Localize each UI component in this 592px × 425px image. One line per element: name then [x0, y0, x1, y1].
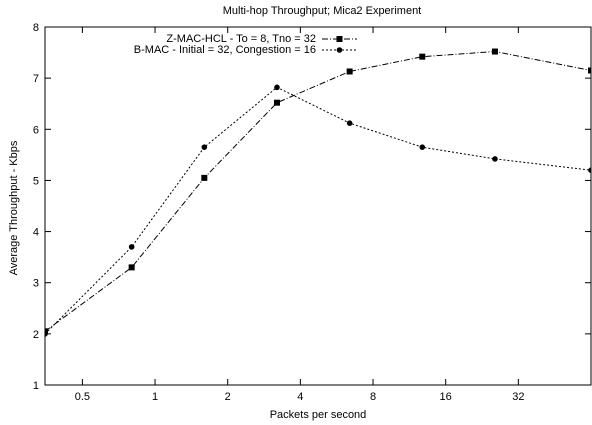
x-tick-label: 16	[440, 391, 452, 403]
x-axis: 0.5 1 2 4 8 16 32	[75, 27, 524, 403]
y-tick-label: 3	[33, 278, 39, 290]
data-point-square	[201, 174, 208, 181]
x-tick-label: 0.5	[75, 391, 90, 403]
data-point-square	[45, 328, 48, 335]
y-axis-label: Average Throughput - Kbps	[8, 140, 20, 275]
data-point-circle	[588, 167, 591, 173]
data-point-square	[346, 68, 353, 75]
data-point-circle	[201, 144, 208, 150]
legend-entry-bmac: B-MAC - Initial = 32, Congestion = 16	[134, 44, 357, 56]
data-point-square	[588, 67, 591, 74]
series-layer	[45, 48, 591, 337]
y-tick-label: 7	[33, 73, 39, 85]
y-tick-label: 8	[33, 22, 39, 34]
y-tick-label: 4	[33, 227, 39, 239]
legend: Z-MAC-HCL - To = 8, Tno = 32 B-MAC - Ini…	[134, 33, 357, 56]
legend-marker-zmac	[336, 36, 343, 42]
x-tick-label: 4	[297, 391, 303, 403]
x-tick-label: 32	[512, 391, 524, 403]
x-tick-label: 2	[225, 391, 231, 403]
plot-border	[44, 26, 592, 386]
legend-label-zmac: Z-MAC-HCL - To = 8, Tno = 32	[166, 33, 316, 45]
series-line-0	[45, 50, 591, 332]
y-axis: 1 2 3 4 5 6 7 8	[33, 22, 591, 392]
y-tick-label: 5	[33, 175, 39, 187]
legend-label-bmac: B-MAC - Initial = 32, Congestion = 16	[134, 44, 316, 56]
data-point-square	[128, 264, 135, 271]
data-point-square	[491, 48, 498, 55]
x-axis-label: Packets per second	[270, 409, 367, 421]
y-tick-label: 6	[33, 124, 39, 136]
data-point-circle	[346, 120, 353, 126]
x-tick-label: 1	[152, 391, 158, 403]
data-point-square	[419, 53, 426, 60]
legend-entry-zmac: Z-MAC-HCL - To = 8, Tno = 32	[166, 33, 357, 45]
data-point-circle	[492, 156, 498, 162]
x-tick-label: 8	[370, 391, 376, 403]
data-point-circle	[128, 244, 135, 250]
data-point-circle	[45, 331, 48, 337]
legend-marker-bmac	[336, 47, 343, 53]
chart-title: Multi-hop Throughput; Mica2 Experiment	[223, 5, 422, 17]
y-tick-label: 2	[33, 329, 39, 341]
plot-area	[44, 26, 592, 386]
series-line-1	[45, 86, 591, 335]
y-tick-label: 1	[33, 380, 39, 392]
data-point-circle	[419, 144, 426, 150]
data-point-square	[273, 99, 280, 106]
data-point-circle	[274, 84, 280, 91]
